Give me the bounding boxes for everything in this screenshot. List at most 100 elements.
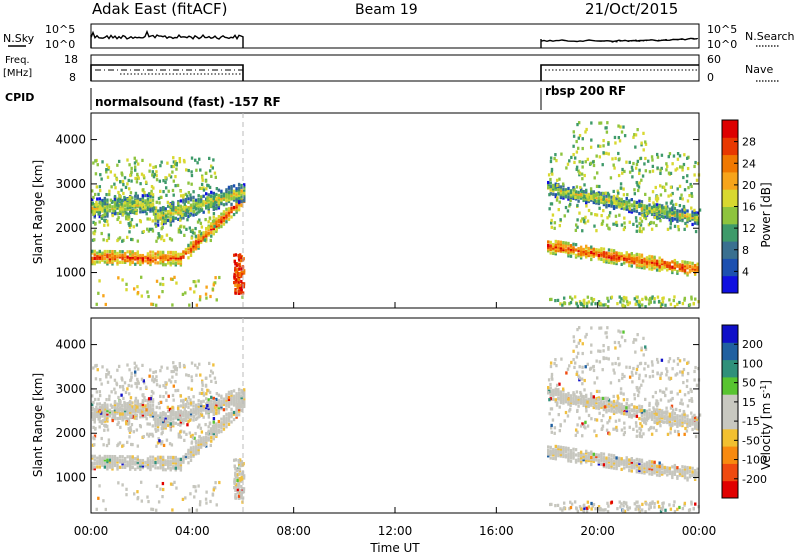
power-point bbox=[693, 216, 697, 220]
power-point bbox=[592, 192, 595, 196]
power-point bbox=[93, 202, 96, 207]
velocity-point bbox=[118, 406, 122, 410]
velocity-point bbox=[561, 387, 565, 391]
power-point bbox=[182, 252, 185, 256]
power-point bbox=[205, 226, 208, 231]
power-point bbox=[590, 195, 593, 199]
velocity-point bbox=[678, 473, 682, 477]
power-point bbox=[227, 196, 231, 200]
velocity-point bbox=[635, 463, 639, 467]
velocity-point bbox=[194, 445, 198, 449]
power-point bbox=[590, 250, 593, 255]
power-point bbox=[149, 257, 152, 261]
power-point bbox=[149, 163, 152, 167]
power-point bbox=[567, 241, 570, 246]
velocity-point bbox=[639, 361, 643, 365]
power-point bbox=[643, 204, 646, 208]
power-point bbox=[650, 264, 654, 268]
velocity-point bbox=[600, 396, 603, 401]
velocity-point bbox=[111, 454, 114, 459]
velocity-point bbox=[129, 426, 132, 430]
velocity-point bbox=[623, 459, 626, 463]
power-point bbox=[554, 187, 557, 192]
power-point bbox=[126, 255, 129, 259]
power-point bbox=[169, 207, 172, 211]
velocity-point bbox=[149, 397, 152, 401]
velocity-point bbox=[167, 459, 170, 463]
velocity-point bbox=[118, 455, 122, 459]
power-point bbox=[693, 267, 697, 271]
power-point bbox=[559, 192, 563, 196]
power-point bbox=[197, 206, 200, 210]
power-point bbox=[103, 209, 107, 213]
velocity-point bbox=[121, 483, 124, 487]
power-point bbox=[232, 212, 236, 217]
power-point bbox=[653, 215, 657, 220]
power-point bbox=[690, 194, 694, 198]
velocity-point bbox=[666, 468, 669, 472]
velocity-point bbox=[95, 507, 98, 511]
velocity-point bbox=[174, 468, 177, 472]
velocity-point bbox=[683, 420, 687, 425]
velocity-point bbox=[650, 432, 654, 436]
velocity-point bbox=[101, 419, 105, 423]
power-point bbox=[632, 135, 635, 139]
velocity-point bbox=[637, 390, 641, 394]
power-point bbox=[557, 247, 560, 251]
power-point bbox=[225, 198, 228, 203]
power-point bbox=[582, 249, 585, 253]
velocity-point bbox=[572, 456, 575, 460]
power-colorbar-swatch bbox=[722, 258, 738, 277]
power-point bbox=[678, 184, 682, 188]
velocity-point bbox=[188, 508, 191, 512]
velocity-point bbox=[198, 435, 202, 439]
power-point bbox=[620, 130, 624, 134]
power-point bbox=[171, 170, 174, 174]
power-point bbox=[208, 156, 211, 161]
velocity-point bbox=[556, 401, 559, 405]
power-point bbox=[596, 171, 599, 175]
power-point bbox=[605, 130, 609, 134]
velocity-point bbox=[553, 431, 556, 435]
velocity-point bbox=[585, 456, 588, 460]
power-point bbox=[205, 234, 208, 238]
velocity-point bbox=[126, 462, 129, 466]
velocity-point bbox=[549, 407, 553, 411]
power-point bbox=[134, 194, 137, 198]
velocity-point bbox=[134, 467, 137, 471]
velocity-point bbox=[167, 464, 170, 468]
velocity-point bbox=[94, 377, 98, 381]
power-point bbox=[598, 184, 601, 189]
power-point bbox=[581, 217, 584, 221]
power-point bbox=[592, 249, 595, 253]
power-point bbox=[188, 226, 191, 230]
power-point bbox=[101, 201, 105, 206]
power-point bbox=[144, 199, 147, 203]
power-point bbox=[577, 254, 580, 258]
velocity-point bbox=[107, 441, 111, 445]
velocity-point bbox=[205, 406, 208, 410]
power-point bbox=[598, 121, 601, 125]
power-point bbox=[607, 260, 611, 264]
velocity-point bbox=[190, 361, 194, 365]
velocity-point bbox=[656, 400, 659, 404]
velocity-point bbox=[681, 468, 684, 472]
velocity-point bbox=[128, 435, 131, 439]
velocity-point bbox=[93, 454, 96, 458]
power-point bbox=[197, 244, 200, 248]
power-point bbox=[628, 264, 631, 268]
velocity-point bbox=[183, 438, 186, 442]
power-point bbox=[612, 189, 615, 194]
velocity-point bbox=[171, 375, 174, 379]
velocity-point bbox=[207, 431, 210, 435]
velocity-point bbox=[139, 387, 142, 391]
velocity-point bbox=[592, 398, 595, 403]
velocity-point bbox=[557, 397, 560, 401]
power-point bbox=[164, 217, 167, 222]
velocity-point bbox=[188, 418, 192, 422]
velocity-point bbox=[116, 458, 119, 462]
power-point bbox=[167, 210, 170, 214]
power-point bbox=[625, 207, 628, 211]
velocity-point bbox=[661, 467, 664, 471]
velocity-point bbox=[156, 424, 160, 429]
